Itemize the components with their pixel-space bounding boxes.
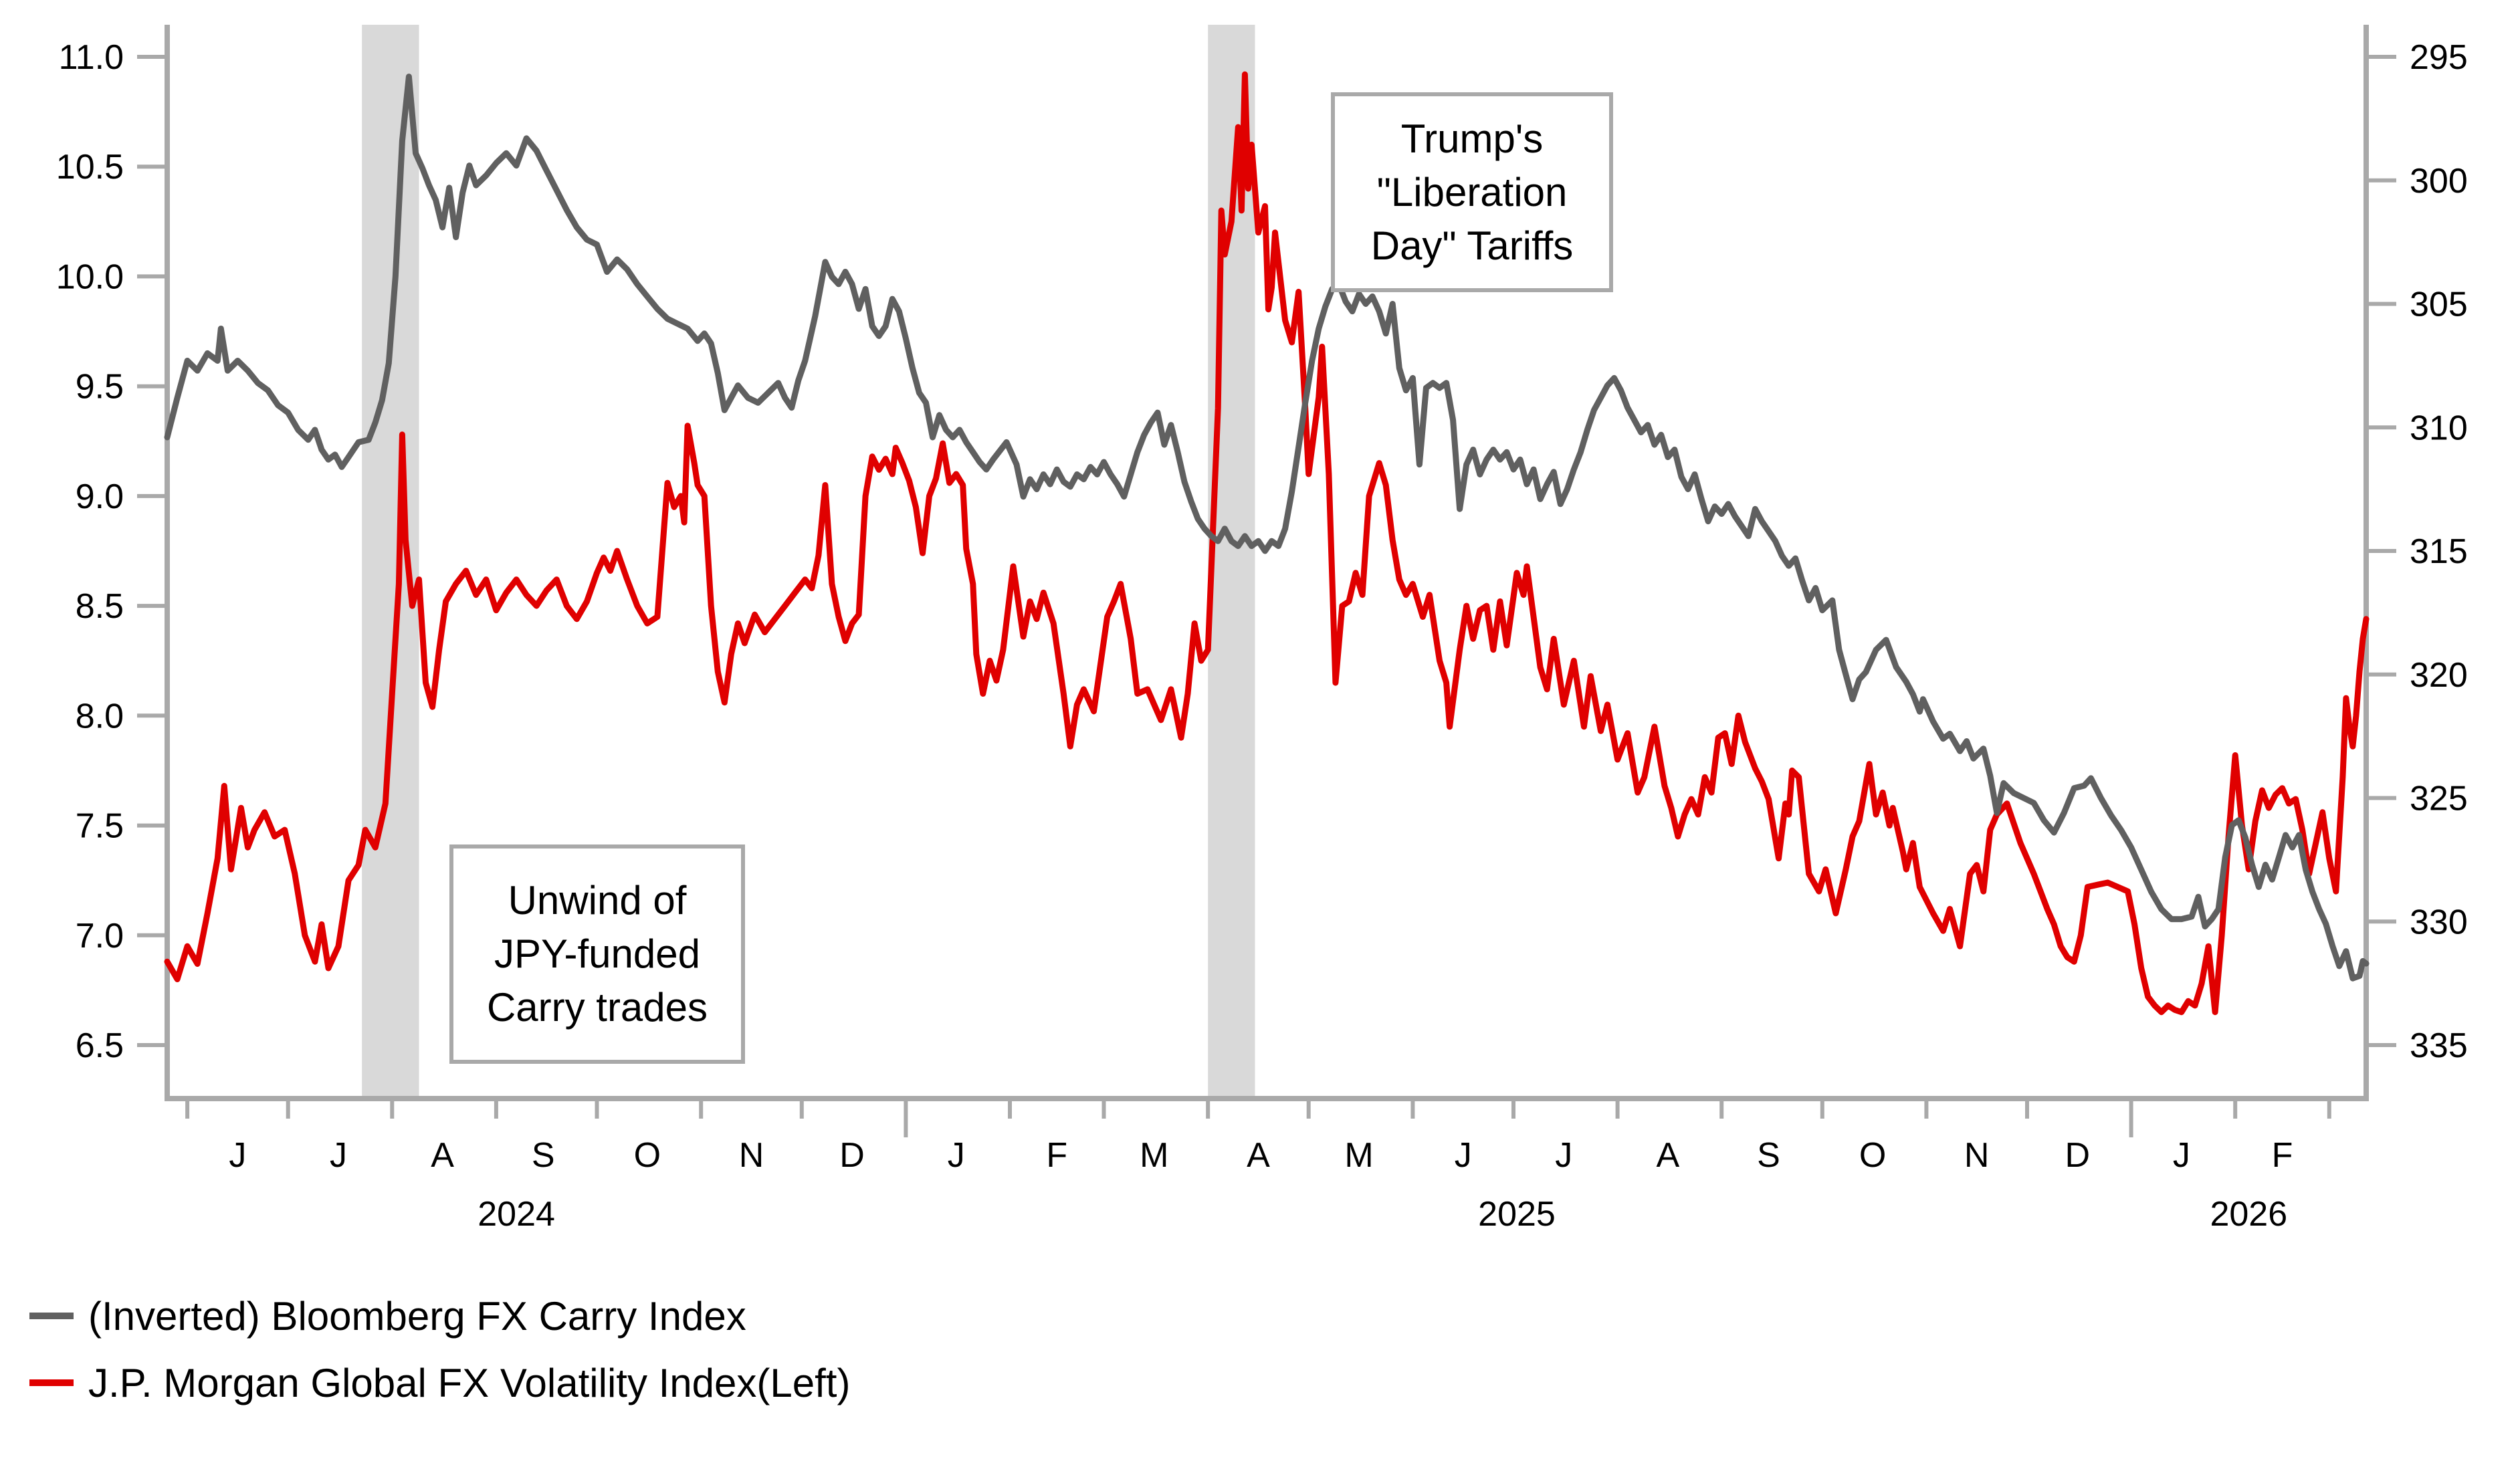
- annotation-line: Day" Tariffs: [1370, 223, 1574, 268]
- left-axis-tick-label: 9.0: [76, 477, 124, 516]
- annotation-liberation-day: Trump's "Liberation Day" Tariffs: [1331, 92, 1613, 292]
- x-axis-month-label: F: [1046, 1136, 1067, 1175]
- x-axis-month-label: A: [1247, 1136, 1270, 1175]
- x-axis-month-label: N: [1964, 1136, 1990, 1175]
- red-line-swatch-icon: [29, 1379, 74, 1386]
- gray-line-swatch-icon: [29, 1313, 74, 1319]
- right-axis-tick-label: 310: [2410, 409, 2468, 447]
- x-axis-month-label: A: [431, 1136, 454, 1175]
- left-axis-tick-label: 7.0: [76, 917, 124, 955]
- x-axis-month-label: J: [2173, 1136, 2190, 1175]
- annotation-line: "Liberation: [1376, 169, 1568, 215]
- annotation-line: JPY-funded: [494, 931, 701, 976]
- left-axis-tick-label: 9.5: [76, 368, 124, 407]
- left-axis-tick-label: 10.0: [56, 257, 124, 296]
- x-axis-month-label: A: [1657, 1136, 1680, 1175]
- x-axis-month-label: F: [2272, 1136, 2293, 1175]
- legend-item-carry-index: (Inverted) Bloomberg FX Carry Index: [29, 1282, 850, 1349]
- right-axis-tick-label: 300: [2410, 162, 2468, 201]
- left-axis-tick-label: 6.5: [76, 1026, 124, 1065]
- right-axis-tick-label: 305: [2410, 286, 2468, 324]
- annotation-line: Carry trades: [486, 985, 708, 1030]
- x-axis-month-label: J: [1555, 1136, 1572, 1175]
- x-axis-month-label: N: [739, 1136, 764, 1175]
- x-axis-month-label: J: [948, 1136, 965, 1175]
- left-axis-tick-label: 7.5: [76, 807, 124, 846]
- left-axis-tick-label: 11.0: [59, 38, 124, 77]
- right-axis-tick-label: 295: [2410, 38, 2468, 77]
- right-axis-tick-label: 335: [2410, 1026, 2468, 1065]
- right-axis-tick-label: 325: [2410, 780, 2468, 818]
- annotation-carry-unwind: Unwind of JPY-funded Carry trades: [449, 844, 745, 1064]
- series-line-carry-index: [164, 74, 2370, 982]
- left-axis-tick-label: 10.5: [56, 148, 124, 187]
- x-axis-month-label: O: [1859, 1136, 1886, 1175]
- right-axis-tick-label: 330: [2410, 903, 2468, 941]
- right-axis-tick-label: 315: [2410, 532, 2468, 571]
- series-line-fx-volatility: [164, 71, 2370, 1016]
- x-axis-month-label: J: [229, 1136, 246, 1175]
- left-axis-tick-label: 8.0: [76, 697, 124, 735]
- x-axis-month-label: M: [1140, 1136, 1168, 1175]
- x-axis-year-label: 2025: [1478, 1195, 1556, 1234]
- annotation-line: Trump's: [1400, 116, 1544, 161]
- annotation-line: Unwind of: [508, 878, 687, 923]
- legend-label-fx-volatility: J.P. Morgan Global FX Volatility Index(L…: [88, 1360, 851, 1405]
- x-axis-year-label: 2024: [478, 1195, 555, 1234]
- x-axis-month-label: D: [2065, 1136, 2091, 1175]
- x-axis-month-label: J: [330, 1136, 347, 1175]
- legend: (Inverted) Bloomberg FX Carry Index J.P.…: [29, 1282, 850, 1416]
- x-axis-month-label: D: [839, 1136, 865, 1175]
- x-axis-month-label: S: [532, 1136, 555, 1175]
- x-axis-month-label: S: [1757, 1136, 1780, 1175]
- x-axis-month-label: O: [634, 1136, 661, 1175]
- x-axis-year-label: 2026: [2210, 1195, 2287, 1234]
- left-axis-tick-label: 8.5: [76, 587, 124, 626]
- legend-label-carry-index: (Inverted) Bloomberg FX Carry Index: [88, 1293, 746, 1339]
- right-axis-tick-label: 320: [2410, 656, 2468, 695]
- x-axis-month-label: M: [1344, 1136, 1373, 1175]
- x-axis-month-label: J: [1455, 1136, 1472, 1175]
- legend-item-fx-volatility: J.P. Morgan Global FX Volatility Index(L…: [29, 1349, 850, 1416]
